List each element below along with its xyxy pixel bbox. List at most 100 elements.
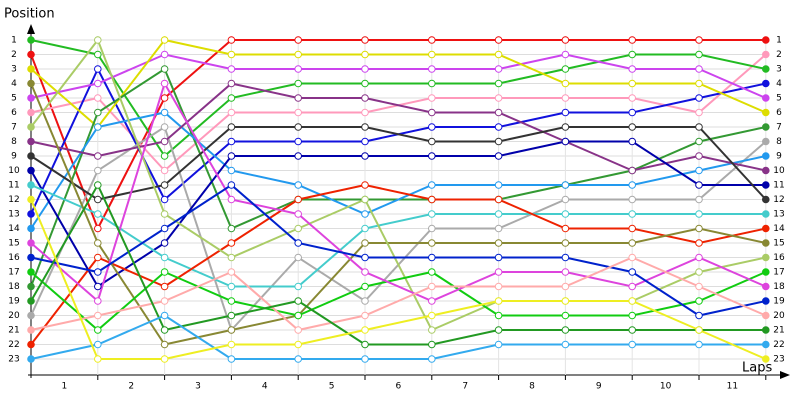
position-marker: [628, 181, 637, 189]
position-marker: [628, 65, 637, 73]
position-marker: [762, 50, 770, 59]
position-marker: [160, 94, 169, 102]
position-marker: [494, 239, 503, 247]
position-marker: [294, 65, 303, 73]
y-tick-label-right: 8: [776, 137, 782, 147]
position-marker: [294, 355, 303, 363]
position-marker: [628, 253, 637, 262]
position-marker: [628, 268, 637, 276]
y-tick-label-right: 18: [773, 282, 785, 292]
position-marker: [628, 108, 637, 117]
position-marker: [160, 195, 169, 204]
position-marker: [27, 79, 35, 88]
position-marker: [160, 108, 169, 117]
position-marker: [762, 239, 770, 247]
position-marker: [160, 340, 169, 349]
position-marker: [428, 137, 436, 146]
position-marker: [695, 137, 703, 146]
position-marker: [428, 326, 436, 334]
position-marker: [762, 311, 770, 320]
position-marker: [227, 297, 236, 305]
position-marker: [695, 340, 703, 349]
position-marker: [94, 79, 102, 88]
position-marker: [762, 36, 770, 44]
position-marker: [227, 50, 236, 59]
position-marker: [428, 65, 436, 73]
y-tick-label-right: 7: [776, 123, 782, 133]
position-marker: [561, 50, 570, 59]
position-marker: [94, 297, 102, 305]
position-marker: [361, 108, 369, 117]
position-marker: [294, 108, 303, 117]
position-marker: [294, 224, 303, 233]
position-marker: [361, 253, 369, 262]
position-marker: [361, 355, 369, 363]
position-marker: [494, 326, 503, 334]
x-tick-label: 11: [727, 382, 738, 392]
position-marker: [361, 94, 369, 102]
position-marker: [628, 79, 637, 88]
position-marker: [227, 326, 236, 334]
position-marker: [294, 340, 303, 349]
y-tick-label: 13: [8, 210, 19, 220]
position-marker: [695, 297, 703, 305]
position-marker: [695, 195, 703, 204]
position-marker: [160, 210, 169, 218]
series-line: [30, 37, 767, 332]
y-tick-label-right: 2: [776, 50, 782, 60]
position-marker: [361, 123, 369, 131]
position-marker: [361, 224, 369, 233]
position-marker: [628, 94, 637, 102]
y-tick-label-right: 11: [773, 181, 784, 191]
y-tick-label-right: 3: [776, 65, 782, 75]
series-line: [30, 81, 767, 303]
position-marker: [27, 108, 35, 117]
position-marker: [695, 239, 703, 247]
position-marker: [695, 50, 703, 59]
position-marker: [695, 65, 703, 73]
x-tick-label: 2: [128, 382, 134, 392]
x-tick-label: 5: [329, 382, 335, 392]
x-tick-label: 4: [262, 382, 268, 392]
position-marker: [695, 94, 703, 102]
position-marker: [494, 36, 503, 44]
position-marker: [494, 311, 503, 320]
series-line: [30, 39, 767, 158]
position-marker: [27, 297, 35, 305]
y-tick-label: 7: [11, 123, 17, 133]
position-marker: [494, 297, 503, 305]
position-marker: [695, 166, 703, 175]
position-marker: [160, 123, 169, 131]
position-marker: [428, 224, 436, 233]
y-tick-label: 8: [11, 137, 17, 147]
position-marker: [494, 268, 503, 276]
position-marker: [628, 239, 637, 247]
position-marker: [428, 311, 436, 320]
series-line: [30, 183, 767, 317]
position-marker: [27, 65, 35, 73]
y-tick-label-right: 4: [776, 79, 782, 89]
position-marker: [94, 340, 102, 349]
position-marker: [695, 123, 703, 131]
position-marker: [361, 50, 369, 59]
position-marker: [27, 268, 35, 276]
position-marker: [494, 195, 503, 204]
y-tick-label: 14: [8, 224, 20, 234]
position-marker: [160, 152, 169, 160]
position-marker: [494, 152, 503, 160]
position-marker: [94, 311, 102, 320]
position-marker: [27, 340, 35, 349]
position-marker: [628, 224, 637, 233]
position-marker: [695, 210, 703, 218]
position-marker: [160, 297, 169, 305]
position-marker: [227, 311, 236, 320]
position-marker: [160, 181, 169, 189]
x-axis-arrow: [780, 371, 790, 379]
position-marker: [561, 253, 570, 262]
position-marker: [628, 123, 637, 131]
position-marker: [561, 137, 570, 146]
position-marker: [361, 326, 369, 334]
position-marker: [561, 297, 570, 305]
position-marker: [227, 36, 236, 44]
x-axis-label: Laps: [742, 361, 772, 376]
